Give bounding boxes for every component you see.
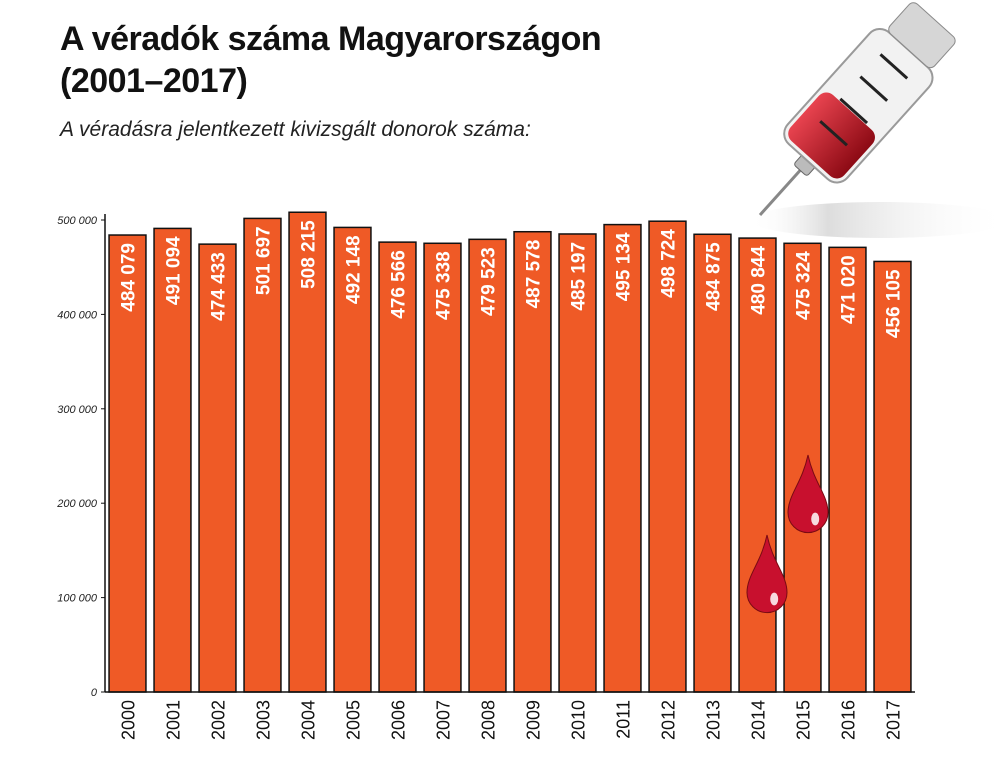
blood-drop-highlight xyxy=(811,512,820,526)
bar xyxy=(468,238,507,693)
drops-layer xyxy=(746,454,829,614)
bar-value-label: 476 566 xyxy=(389,250,410,319)
bar-value-label: 471 020 xyxy=(839,255,860,324)
bar xyxy=(648,220,687,693)
bar xyxy=(558,233,597,693)
bar xyxy=(603,223,642,693)
y-tick-label: 100 000 xyxy=(57,593,98,605)
y-tick-label: 200 000 xyxy=(56,498,98,510)
x-tick-label: 2016 xyxy=(839,700,859,740)
blood-drop-icon xyxy=(787,454,829,534)
x-tick-label: 2010 xyxy=(569,700,589,740)
x-tick-label: 2004 xyxy=(299,700,319,740)
bar-value-label: 485 197 xyxy=(569,242,590,311)
bar xyxy=(783,242,822,693)
bars-layer xyxy=(108,211,912,693)
x-tick-label: 2002 xyxy=(209,700,229,740)
bar-value-label: 475 338 xyxy=(434,251,455,320)
bar-value-label: 484 079 xyxy=(119,243,140,312)
x-tick-label: 2015 xyxy=(794,700,814,740)
chart-title-line-1: A véradók száma Magyarországon xyxy=(60,20,602,58)
bar xyxy=(513,230,552,693)
bar xyxy=(243,217,282,693)
value-labels-layer: 484 079 491 094 474 433 501 697 508 215 492 1… xyxy=(119,220,905,338)
bar-value-label: 501 697 xyxy=(254,226,275,295)
x-tick-label: 2017 xyxy=(884,700,904,740)
bar-value-label: 492 148 xyxy=(344,235,365,304)
x-tick-label: 2013 xyxy=(704,700,724,740)
x-tick-label: 2014 xyxy=(749,700,769,740)
x-tick-label: 2003 xyxy=(254,700,274,740)
bar-value-label: 508 215 xyxy=(299,220,320,289)
chart-title-line-2: (2001–2017) xyxy=(60,62,248,100)
y-tick-label: 400 000 xyxy=(57,309,98,321)
blood-drop-highlight xyxy=(770,592,779,606)
y-tick-label: 500 000 xyxy=(57,215,98,227)
x-tick-label: 2012 xyxy=(659,700,679,740)
x-tick-label: 2009 xyxy=(524,700,544,740)
x-tick-label: 2006 xyxy=(389,700,409,740)
bar xyxy=(738,237,777,693)
bar-value-label: 491 094 xyxy=(164,236,185,305)
chart-title: A véradók száma Magyarországon (2001–201… xyxy=(60,18,602,102)
bar xyxy=(198,243,237,693)
x-tick-label: 2001 xyxy=(164,700,184,740)
bar-value-label: 484 875 xyxy=(704,242,725,311)
chart-subtitle: A véradásra jelentkezett kivizsgált dono… xyxy=(60,118,531,141)
bar-value-label: 479 523 xyxy=(479,247,500,316)
bar xyxy=(873,260,912,693)
bar xyxy=(333,226,372,693)
bar xyxy=(378,241,417,693)
bar-value-label: 475 324 xyxy=(794,251,815,320)
x-tick-label: 2000 xyxy=(119,700,139,740)
y-tick-label: 300 000 xyxy=(57,404,98,416)
bar xyxy=(828,246,867,693)
bar-value-label: 474 433 xyxy=(209,252,230,321)
bar xyxy=(108,234,147,693)
bar xyxy=(153,227,192,693)
x-tick-label: 2007 xyxy=(434,700,454,740)
bar-value-label: 456 105 xyxy=(884,269,905,338)
x-tick-label: 2011 xyxy=(614,700,634,739)
x-tick-label: 2008 xyxy=(479,700,499,740)
x-tick-label: 2005 xyxy=(344,700,364,740)
axis-layer: 0 100 000 200 000 300 000 400 000 500 000 2000… xyxy=(56,214,915,740)
bar-value-label: 498 724 xyxy=(659,229,680,298)
blood-drop-icon xyxy=(746,534,788,614)
bar-value-label: 487 578 xyxy=(524,240,545,309)
bar-value-label: 495 134 xyxy=(614,232,635,301)
y-tick-label: 0 xyxy=(91,687,98,699)
bar-value-label: 480 844 xyxy=(749,246,770,315)
